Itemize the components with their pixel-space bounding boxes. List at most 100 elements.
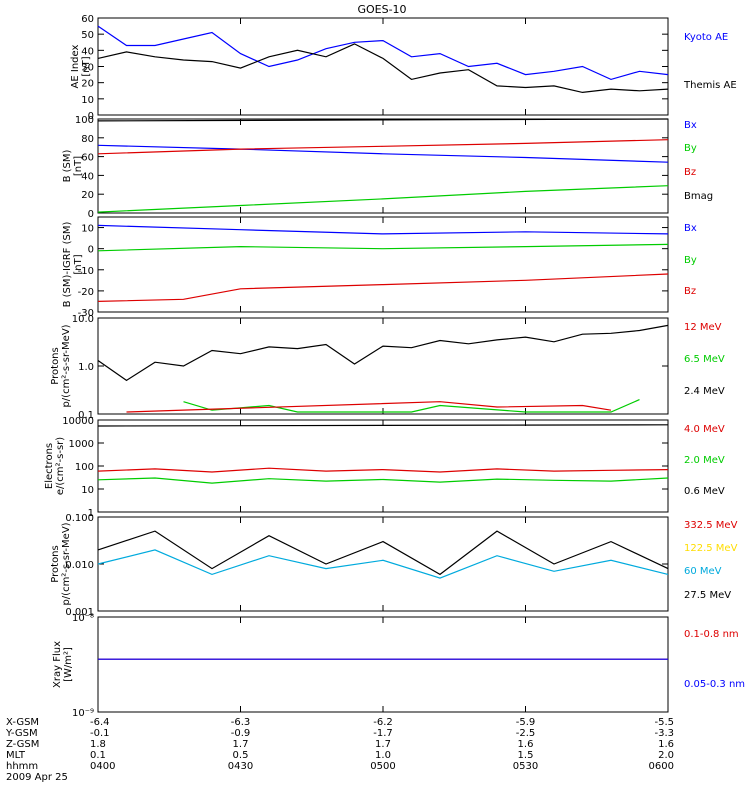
- legend-entry: 122.5 MeV: [684, 543, 738, 554]
- y-tick-label: 0.001: [65, 607, 94, 618]
- y-axis-label: Protonsp/(cm²-s-sr-MeV): [50, 324, 72, 407]
- legend-entry: 2.0 MeV: [684, 455, 725, 466]
- legend-entry: 0.6 MeV: [684, 486, 725, 497]
- legend-entry: By: [684, 143, 697, 154]
- panel-frame: [97, 516, 669, 612]
- footer-date: 2009 Apr 25: [6, 772, 68, 783]
- footer-value: 1.8: [90, 739, 106, 750]
- y-tick-label: 20: [81, 190, 94, 201]
- y-axis-label-line: e/(cm²-s-sr): [55, 437, 66, 495]
- y-axis-label: AE Index[nT]: [70, 44, 92, 88]
- legend-entry: 60 MeV: [684, 566, 722, 577]
- footer-value: 1.0: [375, 750, 391, 761]
- legend-entry: 2.4 MeV: [684, 386, 725, 397]
- series-line-by: [97, 185, 669, 213]
- footer-value: 1.6: [658, 739, 674, 750]
- legend-entry: 4.0 MeV: [684, 424, 725, 435]
- footer-value: 0.1: [90, 750, 106, 761]
- series-line-bmag: [97, 118, 669, 122]
- series-line-themis-ae: [97, 43, 669, 94]
- footer-value: 1.7: [375, 739, 391, 750]
- y-tick-label: 10: [81, 95, 94, 106]
- footer-value: 2.0: [658, 750, 674, 761]
- y-axis-label: Protonsp/(cm²-s-sr-MeV): [50, 522, 72, 605]
- footer-value: -3.3: [654, 728, 674, 739]
- footer-value: 1.7: [233, 739, 249, 750]
- footer-value: 0.5: [233, 750, 249, 761]
- panel-frame: [97, 419, 669, 513]
- y-axis-label-line: [W/m²]: [63, 647, 74, 682]
- y-axis-label-line: p/(cm²-s-sr-MeV): [61, 324, 72, 407]
- series-line-bx: [97, 224, 669, 235]
- series-line-4-0-mev: [97, 467, 669, 473]
- y-tick-label: 60: [81, 153, 94, 164]
- legend-entry: Bx: [684, 120, 697, 131]
- footer-value: -5.5: [654, 717, 674, 728]
- footer-value: 0600: [649, 761, 674, 772]
- y-tick-label: -30: [78, 308, 94, 319]
- footer-value: -2.5: [516, 728, 536, 739]
- y-axis-label-line: [nT]: [81, 56, 92, 76]
- panel-electrons: 1 10 100 1000 10000 Electronse/(cm²-s-sr) 4.0 …: [44, 416, 725, 519]
- legend-entry: Bz: [684, 286, 696, 297]
- footer-row-label: MLT: [6, 750, 26, 761]
- legend-entry: 332.5 MeV: [684, 520, 738, 531]
- footer-row-label: hhmm: [6, 761, 38, 772]
- y-axis-label-line: Protons: [50, 545, 61, 582]
- footer-value: -6.4: [90, 717, 110, 728]
- panel-frame: [97, 216, 669, 313]
- y-tick-label: 100: [75, 115, 94, 126]
- y-tick-label: 10⁻⁸: [72, 613, 94, 624]
- legend-entry: 0.05-0.3 nm: [684, 679, 745, 690]
- series-line-bz: [97, 139, 669, 155]
- panel-ae: 0 10 20 30 40 50 60 AE Index[nT] Kyoto AE Themis …: [70, 14, 737, 122]
- footer-row-label: Z-GSM: [6, 739, 39, 750]
- series-line-by: [97, 243, 669, 252]
- series-line-60-mev: [97, 549, 669, 579]
- y-tick-label: 60: [81, 14, 94, 25]
- legend-entry: Bz: [684, 167, 696, 178]
- series-line-kyoto-ae: [97, 25, 669, 81]
- series-line-bx: [97, 144, 669, 163]
- y-tick-label: 0.100: [65, 513, 94, 524]
- y-tick-label: 40: [81, 46, 94, 57]
- y-tick-label: 20: [81, 79, 94, 90]
- y-axis-label: Electronse/(cm²-s-sr): [44, 437, 66, 495]
- series-line-0-6-mev: [97, 424, 669, 427]
- y-axis-label-line: [nT]: [73, 254, 84, 274]
- footer-value: 0530: [513, 761, 538, 772]
- legend-entry: Bx: [684, 223, 697, 234]
- y-tick-label: 0: [88, 111, 94, 122]
- y-axis-label-line: p/(cm²-s-sr-MeV): [61, 522, 72, 605]
- footer-value: -0.9: [231, 728, 251, 739]
- legend-entry: 6.5 MeV: [684, 354, 725, 365]
- panel-xray: 10⁻⁹ 10⁻⁸ Xray Flux[W/m²] 0.1-0.8 nm 0.05-0.…: [52, 613, 745, 719]
- legend-entry: 0.1-0.8 nm: [684, 629, 739, 640]
- legend-entry: 12 MeV: [684, 322, 722, 333]
- y-tick-label: 1.0: [78, 362, 94, 373]
- footer-value: -6.3: [231, 717, 251, 728]
- y-axis-label-line: Electrons: [44, 443, 55, 489]
- series-line-12-mev: [126, 401, 612, 413]
- y-tick-label: 0.010: [65, 560, 94, 571]
- legend-entry: By: [684, 255, 697, 266]
- series-line-bz: [97, 273, 669, 302]
- y-tick-label: 80: [81, 134, 94, 145]
- y-axis-label: B (SM)-IGRF (SM)[nT]: [62, 222, 84, 308]
- position-footer: X-GSM -6.4 -6.3 -6.2 -5.9 -5.5 Y-GSM -0.1 -0.9 -1…: [5, 717, 674, 783]
- y-tick-label: 10000: [62, 416, 94, 427]
- y-tick-label: 100: [75, 462, 94, 473]
- y-tick-label: -10: [78, 266, 94, 277]
- series-line-2-0-mev: [97, 477, 669, 484]
- y-tick-label: 10.0: [72, 314, 94, 325]
- y-tick-label: 10⁻⁹: [72, 708, 94, 719]
- y-axis-label: Xray Flux[W/m²]: [52, 641, 74, 688]
- footer-value: 0500: [370, 761, 395, 772]
- legend-entry: Bmag: [684, 191, 713, 202]
- y-tick-label: 1: [88, 508, 94, 519]
- y-tick-label: -20: [78, 287, 94, 298]
